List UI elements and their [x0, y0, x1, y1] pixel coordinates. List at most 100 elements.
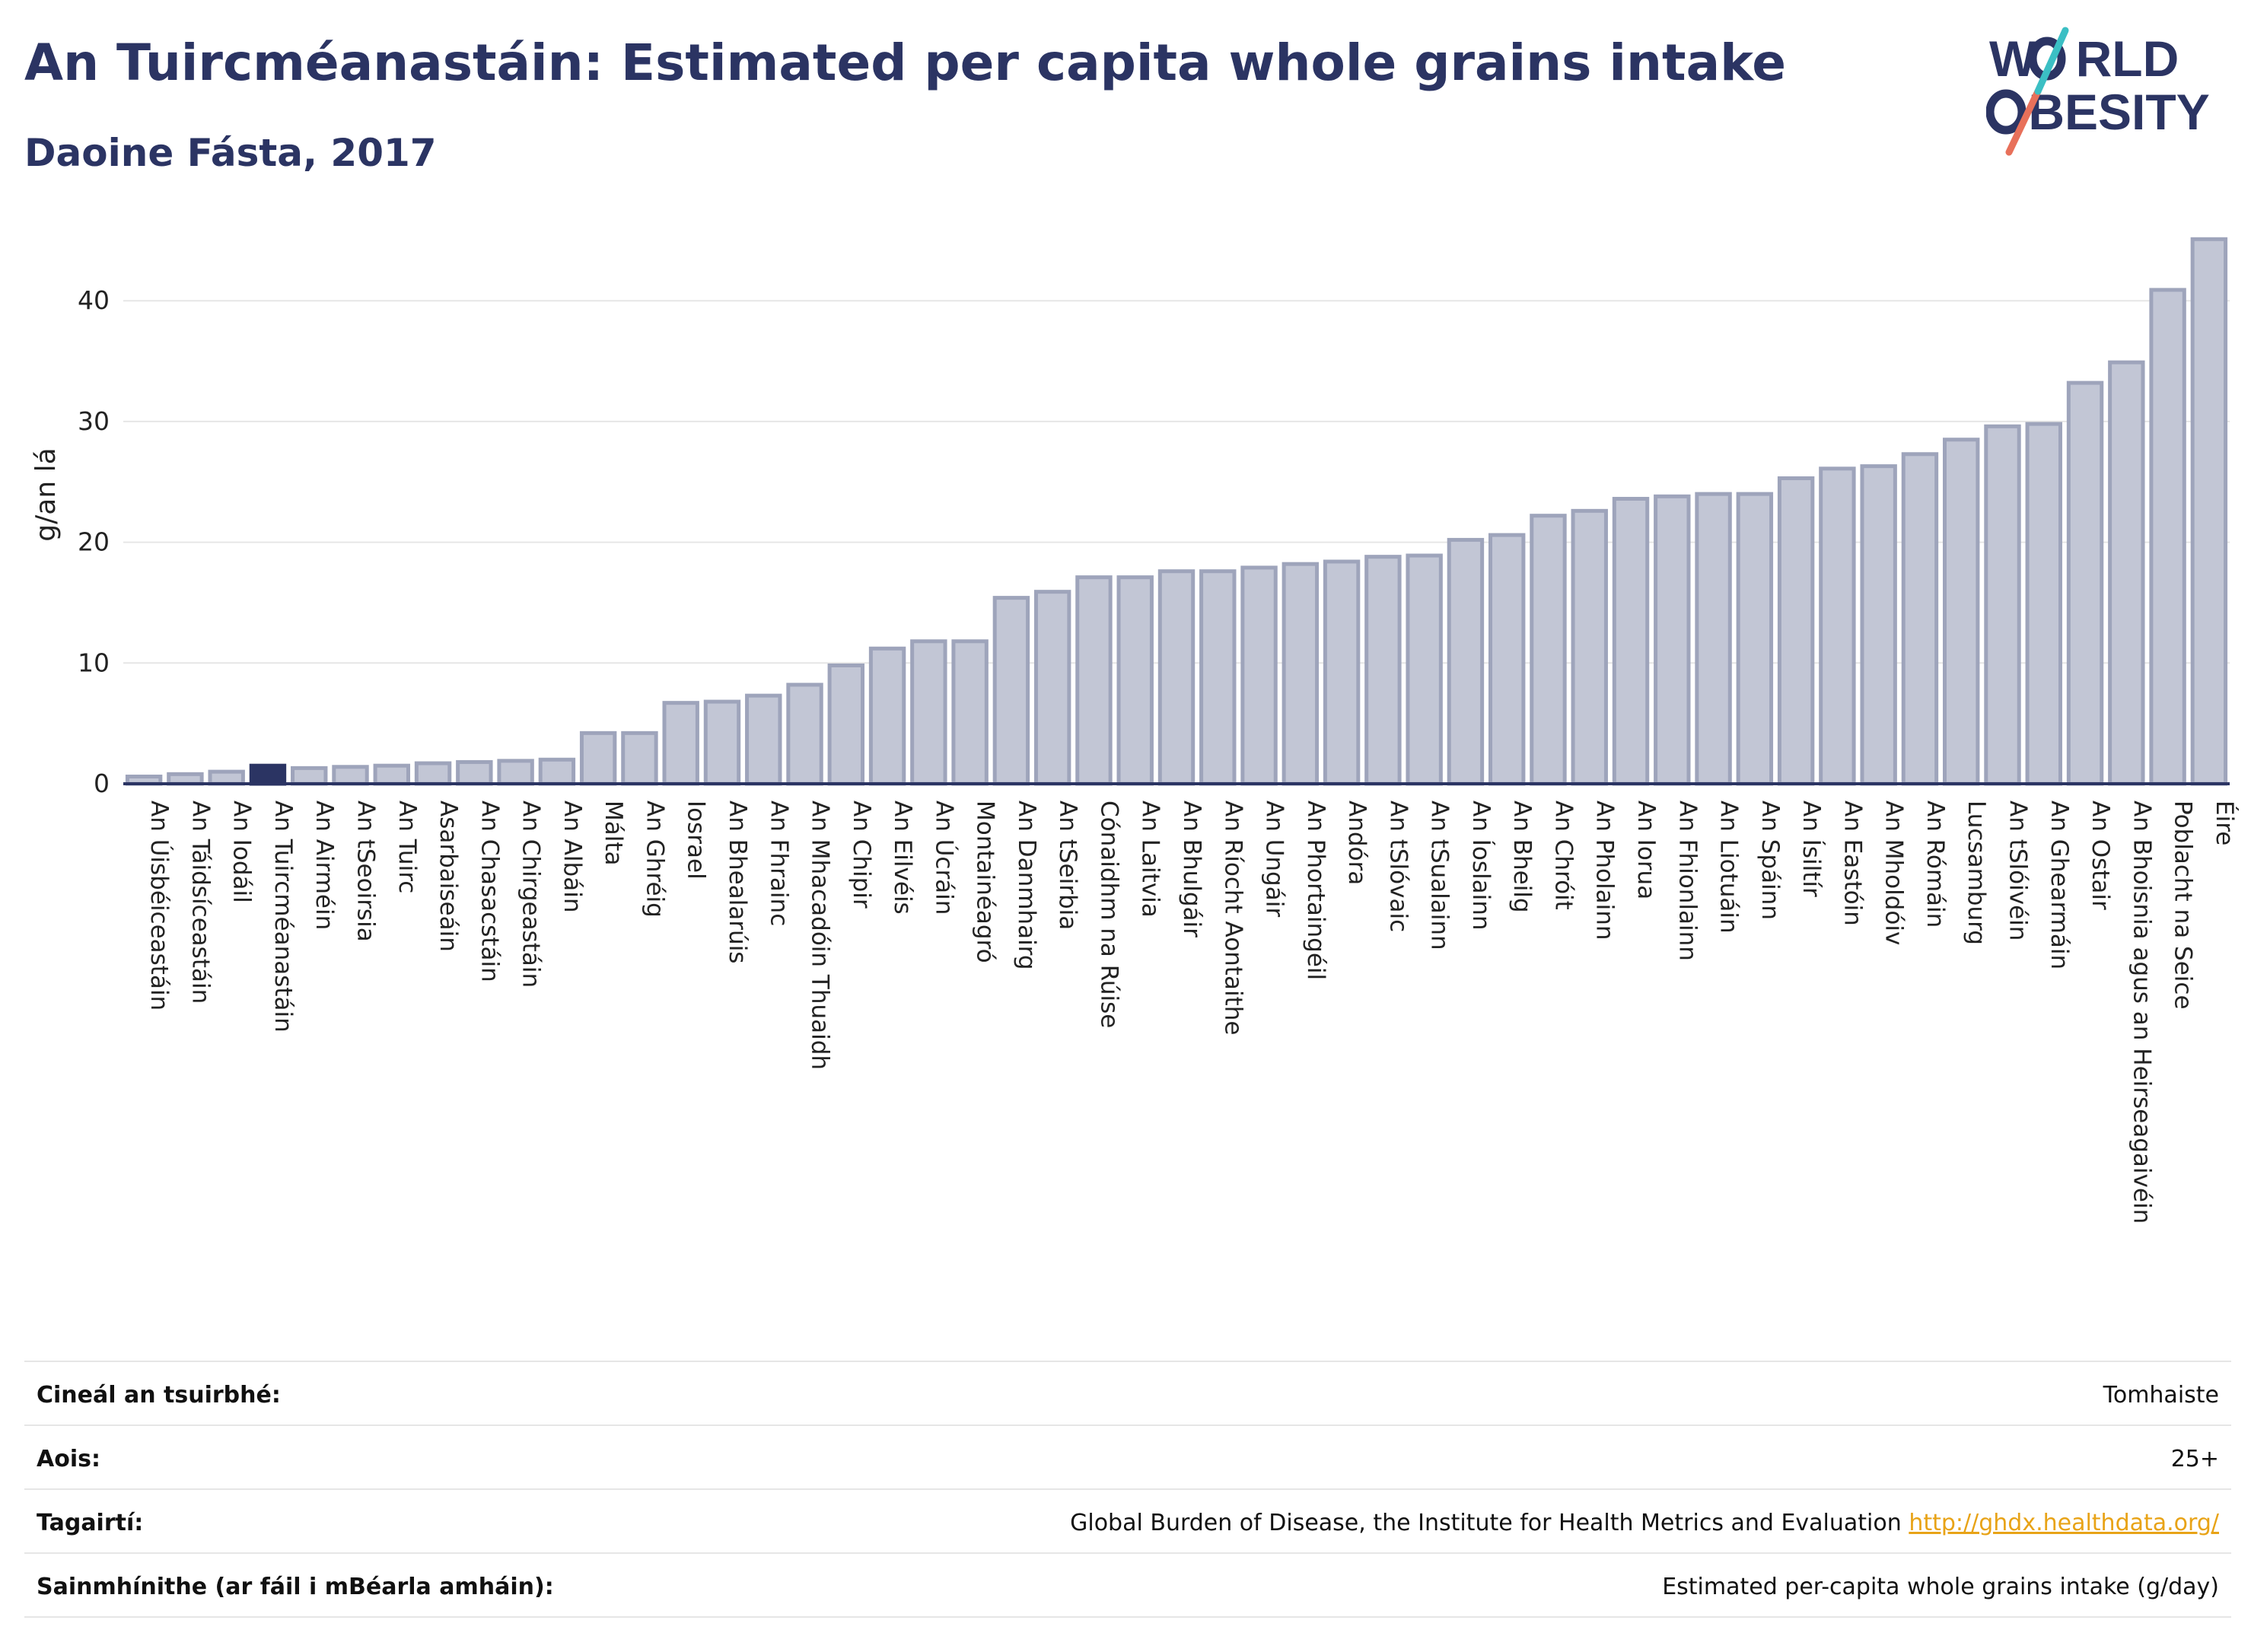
category-label: Éire	[2211, 801, 2238, 845]
bar[interactable]	[1323, 559, 1361, 786]
bar[interactable]	[1364, 555, 1402, 786]
info-label: Aois:	[37, 1446, 100, 1472]
bar[interactable]	[1819, 466, 1856, 786]
y-tick-label: 30	[78, 406, 110, 436]
bar[interactable]	[2025, 422, 2062, 786]
category-label: Asarbaiseáin	[435, 801, 462, 952]
bar[interactable]	[1488, 533, 1526, 786]
bar[interactable]	[1075, 575, 1113, 786]
category-label: An Danmhairg	[1013, 801, 1040, 970]
bar[interactable]	[868, 646, 906, 786]
category-label: Cónaidhm na Rúise	[1095, 801, 1122, 1028]
bar-chart: 0 10 20 30 40 An Úisbéiceastáin An Táidsíceas…	[30, 237, 2238, 1224]
category-label: An Ostair	[2087, 801, 2114, 910]
bar[interactable]	[1282, 562, 1320, 786]
info-label: Sainmhínithe (ar fáil i mBéarla amháin):	[37, 1574, 554, 1600]
y-tick-label: 0	[94, 769, 110, 798]
bar[interactable]	[827, 663, 865, 786]
info-row-references: Tagairtí: Global Burden of Disease, the …	[24, 1488, 2231, 1552]
category-label: Málta	[600, 801, 627, 866]
category-label: An tSeoirsia	[352, 801, 380, 942]
bar[interactable]	[1157, 569, 1196, 786]
category-label: An Tuirc	[393, 801, 421, 893]
category-label: An Bhoisnia agus an Heirseagaivéin	[2128, 801, 2155, 1224]
bar[interactable]	[291, 766, 328, 786]
category-label: Andóra	[1343, 801, 1371, 885]
bar[interactable]	[579, 731, 617, 786]
bar[interactable]	[2149, 288, 2186, 786]
category-label: An Albáin	[559, 801, 586, 912]
bar[interactable]	[1695, 492, 1732, 786]
bar[interactable]	[414, 761, 452, 786]
category-label: An Bheilg	[1508, 801, 1536, 913]
info-value: Estimated per-capita whole grains intake…	[1662, 1574, 2219, 1600]
category-label: Lucsamburg	[1963, 801, 1990, 945]
bar[interactable]	[1984, 424, 2021, 786]
logo-o-ring-bottom	[1986, 89, 2027, 135]
category-label: An Ungáir	[1261, 801, 1288, 917]
category-label: An Eastóin	[1839, 801, 1866, 926]
bar[interactable]	[910, 639, 947, 786]
category-label: An Fhionlainn	[1673, 801, 1701, 961]
bar[interactable]	[2190, 237, 2228, 786]
bar[interactable]	[249, 763, 287, 786]
bar[interactable]	[1612, 496, 1650, 786]
category-label: An Phortaingéil	[1302, 801, 1329, 980]
bar[interactable]	[1116, 575, 1154, 786]
bar[interactable]	[621, 731, 658, 786]
bar[interactable]	[456, 759, 493, 786]
bar[interactable]	[2108, 360, 2145, 786]
bar[interactable]	[1406, 553, 1443, 786]
bar[interactable]	[992, 596, 1030, 786]
bar[interactable]	[208, 769, 245, 786]
category-label: An Chróit	[1549, 801, 1577, 910]
bar[interactable]	[662, 701, 699, 786]
bar[interactable]	[1777, 476, 1815, 786]
category-label: An Ísiltír	[1797, 801, 1825, 897]
bar[interactable]	[1860, 464, 1897, 786]
bar[interactable]	[2066, 380, 2104, 786]
category-label: An tSlóvaic	[1384, 801, 1412, 932]
bar[interactable]	[951, 639, 989, 786]
logo-slash-teal	[2034, 27, 2069, 95]
bar[interactable]	[1240, 565, 1278, 786]
bar[interactable]	[1033, 590, 1071, 786]
chart-title: An Tuircméanastáin: Estimated per capita…	[24, 33, 1786, 92]
reference-link[interactable]: http://ghdx.healthdata.org/	[1909, 1510, 2219, 1536]
bar[interactable]	[1530, 514, 1567, 786]
y-tick-label: 40	[78, 285, 110, 315]
info-row-age: Aois: 25+	[24, 1424, 2231, 1488]
category-label: An Fhrainc	[765, 801, 792, 926]
bar[interactable]	[1571, 508, 1608, 786]
bar[interactable]	[1943, 438, 1980, 786]
bar[interactable]	[1199, 569, 1237, 786]
category-label: An Spáinn	[1756, 801, 1784, 920]
category-label: Iosrael	[683, 801, 710, 880]
bar[interactable]	[745, 693, 782, 786]
bar[interactable]	[1736, 492, 1774, 786]
bar[interactable]	[373, 763, 410, 786]
bar[interactable]	[703, 699, 741, 786]
reference-text: Global Burden of Disease, the Institute …	[1070, 1510, 1902, 1536]
category-label: An Iorua	[1632, 801, 1660, 899]
bar[interactable]	[497, 759, 534, 786]
info-row-definitions: Sainmhínithe (ar fáil i mBéarla amháin):…	[24, 1552, 2231, 1618]
info-value: Global Burden of Disease, the Institute …	[1070, 1510, 2219, 1536]
chart-subtitle: Daoine Fásta, 2017	[24, 131, 437, 175]
category-labels: An Úisbéiceastáin An Táidsíceastáin An Iod…	[145, 801, 2238, 1224]
category-label: An Laitvia	[1137, 801, 1164, 918]
bar[interactable]	[1447, 537, 1485, 786]
bar[interactable]	[332, 765, 369, 786]
bar[interactable]	[786, 683, 823, 786]
y-axis-label: g/an lá	[30, 447, 62, 541]
bar[interactable]	[1654, 494, 1691, 786]
logo-slash-coral	[2005, 88, 2042, 156]
category-label: An Rómáin	[1921, 801, 1949, 928]
y-axis-ticks: 0 10 20 30 40	[78, 285, 110, 798]
bars	[125, 237, 2228, 786]
bar[interactable]	[538, 757, 576, 786]
category-label: An Táidsíceastáin	[186, 801, 214, 1004]
category-label: An Bhealarúis	[724, 801, 751, 963]
bar[interactable]	[1901, 452, 1939, 786]
category-label: Montainéagró	[972, 801, 999, 963]
